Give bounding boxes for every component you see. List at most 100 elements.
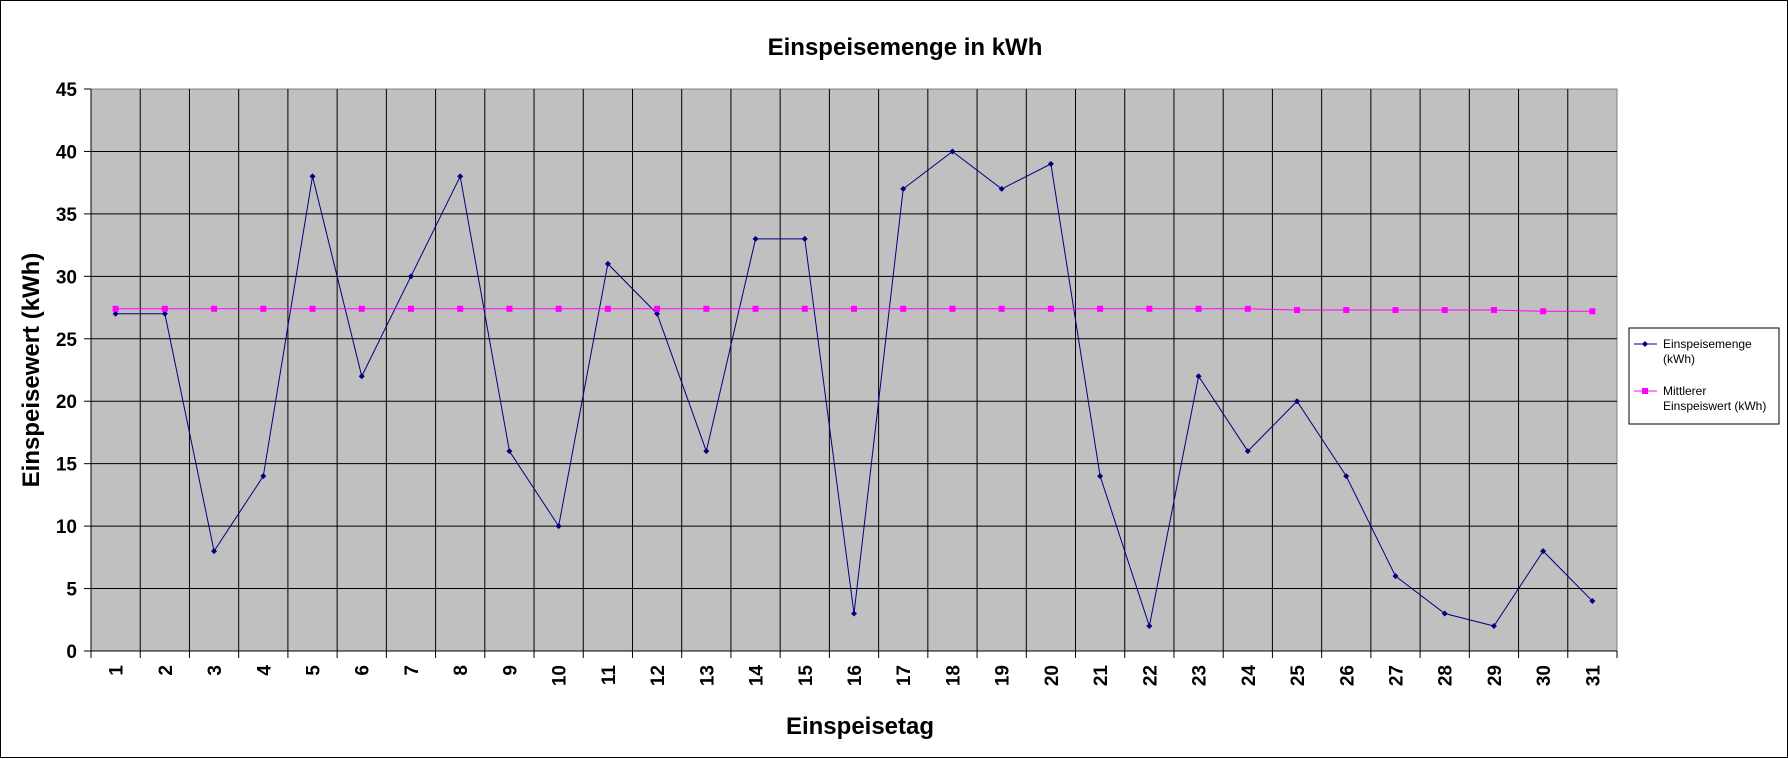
legend-label: Einspeisemenge	[1663, 337, 1752, 351]
data-point	[407, 273, 414, 280]
data-point	[654, 310, 661, 317]
x-tick-label: 16	[845, 665, 866, 686]
data-point	[1589, 308, 1596, 315]
data-point	[260, 473, 267, 480]
data-point	[998, 185, 1005, 192]
data-point	[1195, 305, 1202, 312]
data-point	[555, 523, 562, 530]
data-point	[457, 173, 464, 180]
legend-label: Mittlerer	[1663, 384, 1706, 398]
data-point	[309, 173, 316, 180]
data-point	[1441, 610, 1448, 617]
x-tick-label: 9	[500, 665, 521, 676]
data-point	[1244, 448, 1251, 455]
data-point	[998, 305, 1005, 312]
data-point	[1589, 598, 1596, 605]
data-point	[1441, 307, 1448, 314]
y-tick-labels: 0 5 10 15 20 25 30 35 40 45	[56, 80, 78, 663]
data-point	[211, 548, 218, 555]
x-tick-label: 10	[550, 665, 571, 686]
x-tick-label: 17	[894, 665, 915, 686]
data-point	[161, 305, 168, 312]
data-point	[112, 305, 119, 312]
x-tick-label: 31	[1583, 665, 1604, 687]
y-axis-title: Einspeisewert (kWh)	[18, 253, 45, 488]
y-tick-label: 25	[56, 330, 78, 351]
x-tick-label: 7	[402, 665, 423, 676]
data-point	[506, 305, 513, 312]
data-point	[309, 305, 316, 312]
data-point	[654, 305, 661, 312]
x-tick-label: 14	[747, 665, 768, 687]
y-tick-label: 45	[56, 80, 78, 101]
x-tick-label: 25	[1288, 665, 1309, 687]
x-tick-label: 26	[1337, 665, 1358, 686]
data-point	[1195, 373, 1202, 380]
y-tick-label: 0	[66, 642, 77, 663]
data-point	[407, 305, 414, 312]
x-tick-label: 19	[993, 665, 1014, 686]
x-tick-label: 30	[1534, 665, 1555, 686]
data-point	[604, 260, 611, 267]
legend-label: (kWh)	[1663, 352, 1695, 366]
data-point	[358, 373, 365, 380]
data-point	[161, 310, 168, 317]
data-point	[1343, 473, 1350, 480]
series-group	[112, 148, 1596, 630]
data-point	[1490, 623, 1497, 630]
axes	[84, 88, 1618, 658]
data-point	[851, 610, 857, 617]
x-tick-label: 3	[205, 665, 226, 676]
data-point	[358, 305, 365, 312]
x-tick-label: 23	[1190, 665, 1211, 686]
x-tick-label: 22	[1140, 665, 1161, 686]
data-point	[703, 305, 710, 312]
data-point	[752, 235, 759, 242]
x-tick-label: 21	[1091, 665, 1112, 687]
x-tick-label: 2	[156, 665, 177, 676]
y-tick-label: 20	[56, 392, 77, 413]
data-point	[1392, 307, 1399, 314]
legend: Einspeisemenge(kWh) MittlererEinspeiswert…	[1628, 327, 1780, 425]
data-point	[604, 305, 611, 312]
data-point	[752, 305, 759, 312]
x-tick-label: 15	[796, 665, 817, 687]
data-point	[1294, 398, 1301, 405]
data-point	[1540, 308, 1547, 315]
data-point	[1294, 307, 1301, 314]
x-tick-label: 12	[648, 665, 669, 686]
data-point	[1047, 305, 1054, 312]
data-point	[1146, 305, 1153, 312]
x-tick-labels: 1 2 3 4 5 6 7 8 9 10 11 12 13 14 15 16 17 18 19 20 21 22 23 24 2…	[107, 665, 1605, 687]
x-tick-label: 24	[1239, 665, 1260, 687]
data-point	[260, 305, 267, 312]
x-tick-label: 20	[1042, 665, 1063, 686]
x-tick-label: 1	[107, 665, 128, 676]
data-point	[1392, 573, 1399, 580]
data-point	[900, 305, 907, 312]
x-tick-label: 4	[254, 665, 275, 676]
data-point	[457, 305, 464, 312]
chart-title: Einspeisemenge in kWh	[768, 34, 1043, 61]
data-point	[1540, 548, 1547, 555]
data-point	[1097, 473, 1104, 480]
data-point	[900, 185, 907, 192]
data-point	[801, 305, 808, 312]
x-tick-label: 29	[1485, 665, 1506, 686]
legend-swatch-marker	[1642, 388, 1648, 394]
x-axis-title: Einspeisetag	[786, 713, 934, 740]
x-tick-label: 11	[599, 665, 620, 686]
y-tick-label: 5	[66, 580, 77, 601]
data-point	[851, 305, 857, 312]
x-tick-label: 5	[304, 665, 325, 676]
x-tick-label: 13	[697, 665, 718, 686]
data-point	[211, 305, 218, 312]
data-point	[949, 148, 956, 155]
x-tick-label: 18	[943, 665, 964, 686]
data-point	[1343, 307, 1350, 314]
data-point	[703, 448, 710, 455]
data-point	[1047, 160, 1054, 167]
y-tick-label: 15	[56, 455, 78, 476]
